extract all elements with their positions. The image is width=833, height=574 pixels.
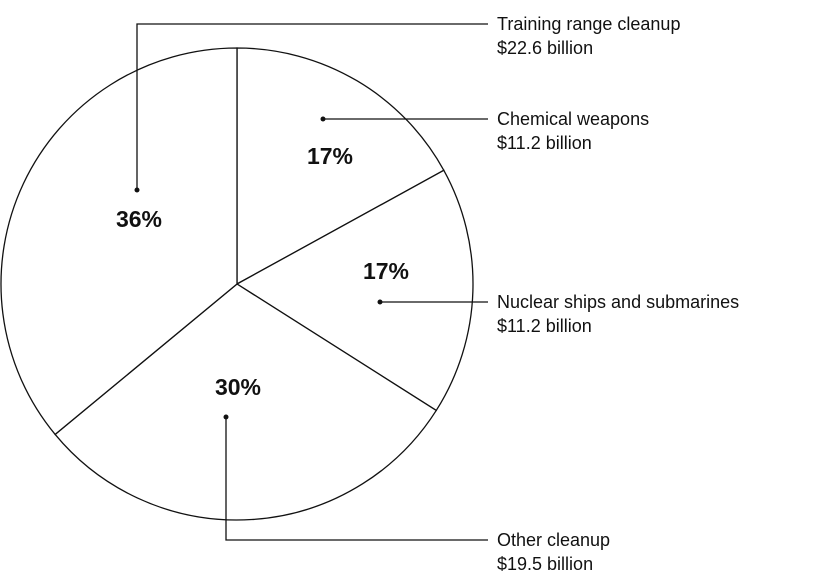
slice-label: Chemical weapons — [497, 109, 649, 129]
leader-dot — [134, 187, 140, 193]
slice-amount: $22.6 billion — [497, 38, 593, 58]
slice-amount: $19.5 billion — [497, 554, 593, 574]
slice-label: Training range cleanup — [497, 14, 680, 34]
leader-dot — [377, 299, 383, 305]
percent-label: 36% — [116, 206, 162, 232]
leader-dot — [223, 414, 229, 420]
pie-slice — [235, 169, 474, 412]
slice-label: Nuclear ships and submarines — [497, 292, 739, 312]
leader-line — [136, 23, 488, 190]
slice-amount: $11.2 billion — [497, 316, 592, 336]
pie-slice — [0, 47, 238, 436]
pie-slice — [236, 47, 445, 286]
slice-label: Other cleanup — [497, 530, 610, 550]
percent-label: 17% — [307, 143, 353, 169]
slice-amount: $11.2 billion — [497, 133, 592, 153]
percent-label: 30% — [215, 374, 261, 400]
pie-slice — [54, 283, 438, 521]
leader-dot — [320, 116, 326, 122]
leader-line — [225, 417, 488, 541]
percent-label: 17% — [363, 258, 409, 284]
